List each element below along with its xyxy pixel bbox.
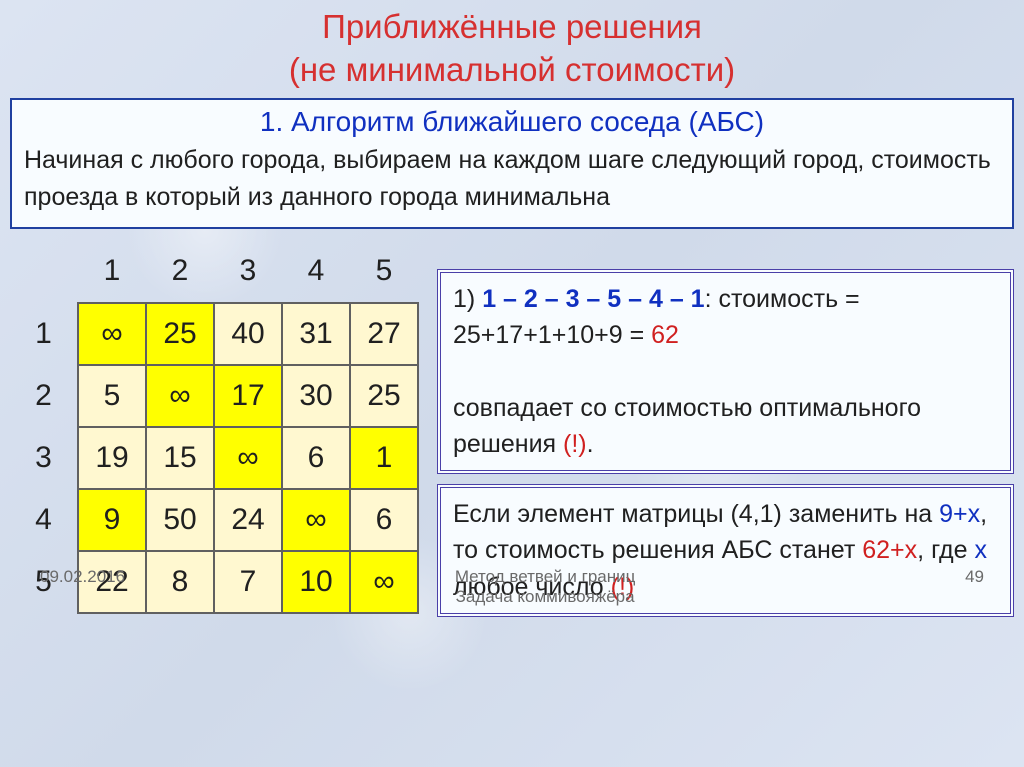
cost-value: 62: [651, 321, 679, 349]
sub-val-2: 62+x: [862, 536, 917, 564]
algorithm-heading: 1. Алгоритм ближайшего соседа (АБС): [24, 106, 1000, 138]
matrix-table: 123451∞2540312725∞17302531915∞61495024∞6…: [10, 241, 419, 614]
matrix-cell: 1: [350, 427, 418, 489]
matrix-cell: ∞: [214, 427, 282, 489]
matrix-cell: ∞: [78, 303, 146, 365]
matrix-cell: 15: [146, 427, 214, 489]
route-cost-box: 1) 1 – 2 – 3 – 5 – 4 – 1: стоимость = 25…: [437, 269, 1014, 474]
matrix-cell: 5: [78, 365, 146, 427]
matrix-cell: 17: [214, 365, 282, 427]
footer-center-1: Метод ветвей и границ: [455, 567, 636, 587]
right-column: 1) 1 – 2 – 3 – 5 – 4 – 1: стоимость = 25…: [437, 241, 1014, 617]
matrix-col-header: 4: [282, 241, 350, 303]
matrix-cell: 6: [350, 489, 418, 551]
matrix-cell: 24: [214, 489, 282, 551]
matrix-col-header: 2: [146, 241, 214, 303]
matrix-cell: ∞: [282, 489, 350, 551]
matrix-cell: 6: [282, 427, 350, 489]
title-line-2: (не минимальной стоимости): [0, 49, 1024, 92]
footer-date: 09.02.2016: [40, 567, 125, 607]
footer-center: Метод ветвей и границ Задача коммивояжёр…: [455, 567, 636, 607]
sub-text-1: Если элемент матрицы (4,1) заменить на: [453, 500, 939, 528]
matrix-cell: 31: [282, 303, 350, 365]
sub-val-1: 9+x: [939, 500, 980, 528]
matrix-cell: 27: [350, 303, 418, 365]
sub-val-3: x: [975, 536, 988, 564]
sub-text-3: , где: [917, 536, 974, 564]
route-path: 1 – 2 – 3 – 5 – 4 – 1: [482, 285, 704, 313]
matrix-cell: 25: [350, 365, 418, 427]
matrix-cell: 25: [146, 303, 214, 365]
period: .: [587, 430, 594, 458]
matrix-cell: 19: [78, 427, 146, 489]
matrix-cell: 30: [282, 365, 350, 427]
footer-page: 49: [965, 567, 984, 607]
exclaim-1: (!): [563, 430, 587, 458]
matrix-corner: [10, 241, 78, 303]
matrix-cell: ∞: [146, 365, 214, 427]
matrix-col-header: 3: [214, 241, 282, 303]
cost-matrix: 123451∞2540312725∞17302531915∞61495024∞6…: [10, 241, 419, 617]
footer-center-2: Задача коммивояжёра: [455, 587, 636, 607]
matrix-cell: 50: [146, 489, 214, 551]
main-row: 123451∞2540312725∞17302531915∞61495024∞6…: [0, 241, 1024, 617]
matrix-cell: 40: [214, 303, 282, 365]
title-line-1: Приближённые решения: [0, 6, 1024, 49]
slide-title: Приближённые решения (не минимальной сто…: [0, 0, 1024, 92]
slide-footer: 09.02.2016 Метод ветвей и границ Задача …: [0, 567, 1024, 607]
matrix-col-header: 1: [78, 241, 146, 303]
slide-content: Приближённые решения (не минимальной сто…: [0, 0, 1024, 617]
algorithm-description: Начиная с любого города, выбираем на каж…: [24, 142, 1000, 217]
matrix-row-header: 4: [10, 489, 78, 551]
matrix-col-header: 5: [350, 241, 418, 303]
matrix-row-header: 2: [10, 365, 78, 427]
matrix-row-header: 3: [10, 427, 78, 489]
route-prefix: 1): [453, 285, 482, 313]
matrix-cell: 9: [78, 489, 146, 551]
matrix-row-header: 1: [10, 303, 78, 365]
optimal-note: совпадает со стоимостью оптимального реш…: [453, 394, 921, 458]
algorithm-box: 1. Алгоритм ближайшего соседа (АБС) Начи…: [10, 98, 1014, 229]
